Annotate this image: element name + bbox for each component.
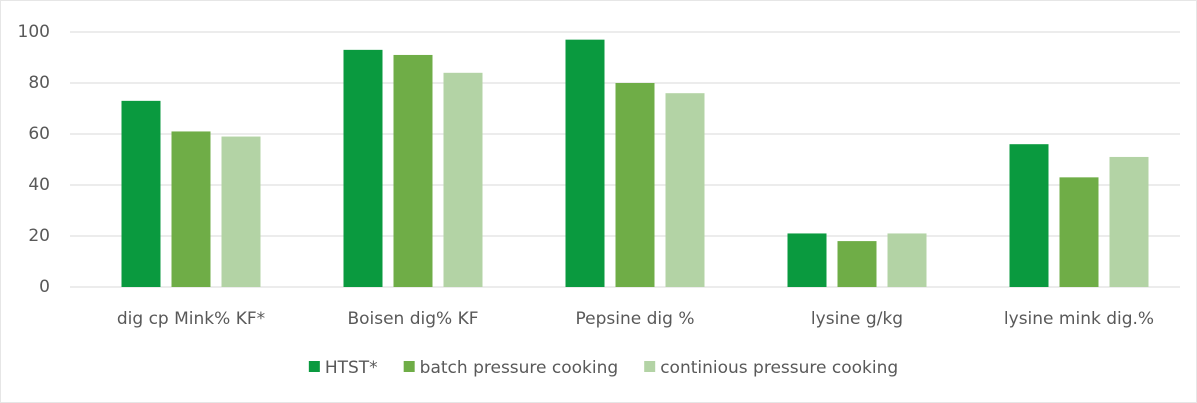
legend-swatch (403, 361, 415, 372)
y-tick-label: 60 (28, 124, 50, 144)
bar (565, 39, 605, 288)
x-tick-label: Boisen dig% KF (347, 309, 478, 329)
bar (443, 72, 483, 287)
bar (1009, 144, 1049, 287)
x-tick-label: dig cp Mink% KF* (117, 309, 265, 329)
bar (665, 93, 705, 287)
y-tick-label: 20 (28, 226, 50, 246)
bar (1109, 156, 1149, 287)
x-tick-label: Pepsine dig % (576, 309, 695, 329)
legend-swatch (308, 361, 320, 372)
bar (1059, 177, 1099, 287)
legend-label: continious pressure cooking (660, 358, 898, 378)
x-tick-label: lysine mink dig.% (1004, 309, 1154, 329)
legend-label: batch pressure cooking (420, 358, 619, 378)
bar (837, 241, 877, 287)
bar (121, 100, 161, 287)
y-tick-label: 0 (39, 277, 50, 297)
legend-swatch (644, 361, 656, 372)
y-tick-label: 40 (28, 175, 50, 195)
bar (787, 233, 827, 287)
bar (615, 83, 655, 287)
x-tick-label: lysine g/kg (811, 309, 903, 329)
bar (221, 136, 261, 287)
legend: HTST* batch pressure cooking continious pr… (308, 358, 898, 378)
legend-label: HTST* (325, 358, 378, 378)
y-tick-label: 80 (28, 73, 50, 93)
y-tick-label: 100 (18, 22, 50, 42)
bar (343, 49, 383, 287)
bar (393, 54, 433, 288)
bar (887, 233, 927, 287)
bar (171, 131, 211, 287)
